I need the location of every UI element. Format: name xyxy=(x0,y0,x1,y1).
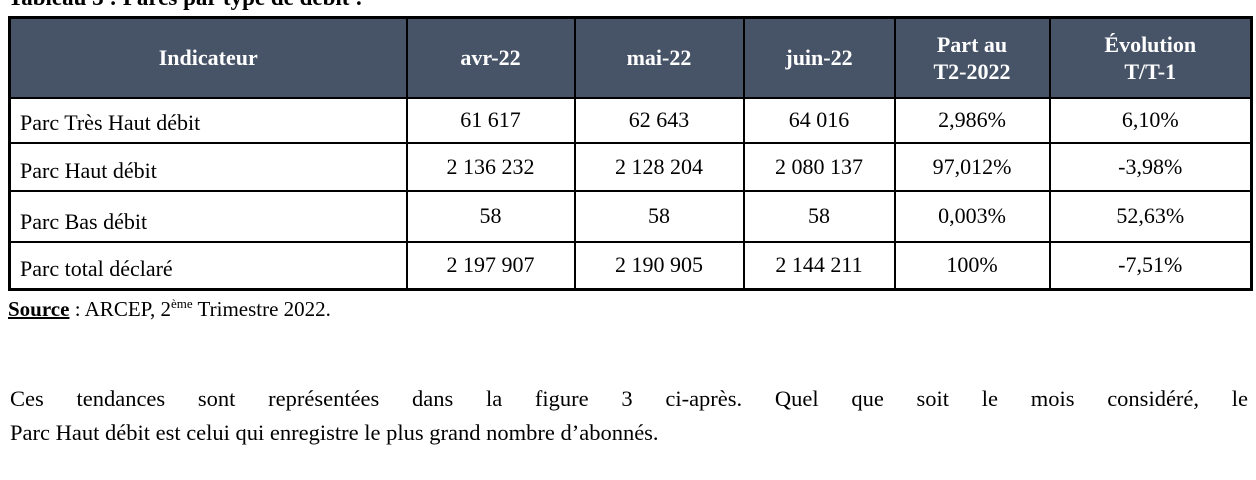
data-cell: 2 144 211 xyxy=(742,240,896,291)
data-cell-evolution: -3,98% xyxy=(1048,141,1253,192)
data-cell: 2 136 232 xyxy=(405,141,576,192)
column-header-juin-22: juin-22 xyxy=(742,16,896,99)
source-superscript: ème xyxy=(171,296,193,311)
data-cell: 58 xyxy=(742,189,896,243)
clipped-table-caption: Tableau 3 : Parcs par type de débit : xyxy=(8,0,1256,13)
row-label: Parc Haut débit xyxy=(8,141,408,192)
data-cell: 64 016 xyxy=(742,96,896,144)
table-row: Parc total déclaré 2 197 907 2 190 905 2… xyxy=(8,240,1253,291)
table-row: Parc Bas débit 58 58 58 0,003% 52,63% xyxy=(8,189,1253,243)
source-text: ARCEP, 2 xyxy=(84,297,171,321)
data-cell: 2 197 907 xyxy=(405,240,576,291)
table-row: Parc Très Haut débit 61 617 62 643 64 01… xyxy=(8,96,1253,144)
column-header-avr-22: avr-22 xyxy=(405,16,576,99)
table-row: Parc Haut débit 2 136 232 2 128 204 2 08… xyxy=(8,141,1253,192)
data-cell: 61 617 xyxy=(405,96,576,144)
data-cell: 2 080 137 xyxy=(742,141,896,192)
data-cell: 0,003% xyxy=(893,189,1051,243)
data-cell: 2 128 204 xyxy=(573,141,745,192)
source-note: Source : ARCEP, 2ème Trimestre 2022. xyxy=(8,296,1256,322)
commentary-line-2: Parc Haut débit est celui qui enregistre… xyxy=(10,420,659,445)
data-cell: 2,986% xyxy=(893,96,1051,144)
data-cell: 97,012% xyxy=(893,141,1051,192)
data-cell: 58 xyxy=(573,189,745,243)
source-label: Source xyxy=(8,297,70,321)
parcs-par-type-de-debit-table: Indicateur avr-22 mai-22 juin-22 Part au… xyxy=(8,16,1253,291)
column-header-mai-22: mai-22 xyxy=(573,16,745,99)
row-label: Parc Très Haut débit xyxy=(8,96,408,144)
table-header-row: Indicateur avr-22 mai-22 juin-22 Part au… xyxy=(8,16,1253,99)
commentary-paragraph: Ces tendances sont représentées dans la … xyxy=(10,382,1248,450)
row-label: Parc Bas débit xyxy=(8,189,408,243)
column-header-indicateur: Indicateur xyxy=(8,16,408,99)
column-header-evolution: Évolution T/T-1 xyxy=(1048,16,1253,99)
data-cell: 2 190 905 xyxy=(573,240,745,291)
row-label: Parc total déclaré xyxy=(8,240,408,291)
data-cell: 62 643 xyxy=(573,96,745,144)
clipped-table-caption-text: Tableau 3 : Parcs par type de débit : xyxy=(8,0,363,11)
source-text-end: Trimestre 2022. xyxy=(192,297,331,321)
data-cell-evolution: -7,51% xyxy=(1048,240,1253,291)
commentary-line-1: Ces tendances sont représentées dans la … xyxy=(10,386,1248,411)
data-cell: 58 xyxy=(405,189,576,243)
column-header-part-t2-2022: Part au T2-2022 xyxy=(893,16,1051,99)
data-cell-evolution: 6,10% xyxy=(1048,96,1253,144)
data-cell-evolution: 52,63% xyxy=(1048,189,1253,243)
data-cell: 100% xyxy=(893,240,1051,291)
source-separator: : xyxy=(69,297,85,321)
